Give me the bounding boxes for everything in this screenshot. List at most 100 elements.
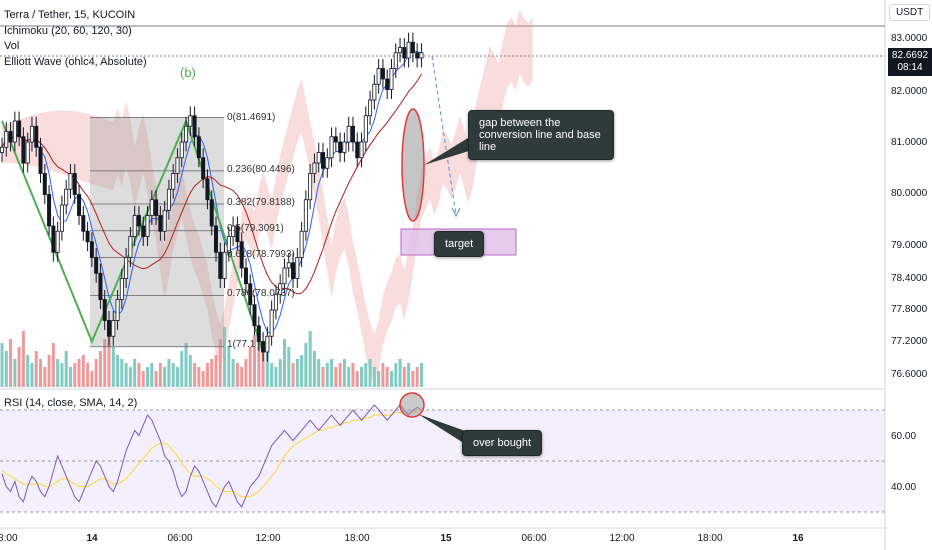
candle: [406, 32, 411, 68]
volume-bar: [47, 355, 51, 387]
candle-body: [188, 115, 193, 127]
volume-bar: [253, 335, 257, 387]
volume-bar: [60, 363, 64, 387]
candle: [29, 116, 34, 152]
candle-body: [136, 215, 141, 227]
candle-body: [385, 78, 390, 90]
volume-bar: [193, 363, 197, 387]
volume-bar: [240, 367, 244, 387]
candle: [128, 227, 133, 267]
candle: [325, 148, 330, 178]
candle-body: [38, 146, 43, 174]
price-tick: 83.0000: [891, 33, 928, 44]
candle: [64, 179, 69, 215]
fib-labels: 0(81.4691) 0.236(80.4496) 0.382(79.8188)…: [227, 112, 295, 350]
candle: [299, 221, 304, 267]
volume-bar: [244, 359, 248, 387]
candle: [184, 116, 189, 152]
time-axis[interactable]: 18:00 14 06:00 12:00 18:00 15 06:00 12:0…: [0, 533, 804, 544]
volume-bar: [68, 367, 72, 387]
candle: [419, 43, 424, 68]
volume-bar: [197, 367, 201, 387]
candle: [89, 232, 94, 267]
candle: [398, 38, 403, 63]
elliott-legend[interactable]: Elliott Wave (ohlc4, Absolute): [4, 56, 147, 68]
symbol-title[interactable]: Terra / Tether, 15, KUCOIN: [4, 9, 136, 21]
overbought-ellipse[interactable]: [399, 392, 425, 418]
ichimoku-legend[interactable]: Ichimoku (20, 60, 120, 30): [4, 25, 132, 37]
volume-bar: [407, 363, 411, 387]
ichimoku-cloud: [2, 9, 533, 385]
candle: [308, 164, 313, 210]
candle-body: [102, 299, 107, 321]
volume-legend[interactable]: Vol: [4, 40, 20, 52]
candle-body: [291, 262, 296, 279]
volume-bar: [278, 359, 282, 387]
gap-callout-pointer: [424, 138, 472, 165]
candle-body: [158, 215, 163, 232]
projection-arrow: [431, 55, 457, 216]
overbought-callout[interactable]: over bought: [462, 430, 543, 456]
candle: [218, 242, 223, 288]
candle: [21, 127, 26, 173]
volume-bar: [265, 351, 269, 387]
price-tick: 81.0000: [891, 137, 928, 148]
volume-bar: [26, 355, 30, 387]
time-tick: 12:00: [609, 533, 634, 544]
gap-ellipse[interactable]: [401, 108, 425, 222]
candle-body: [308, 173, 313, 201]
time-tick: 12:00: [255, 533, 280, 544]
candle-body: [141, 225, 146, 237]
volume-bar: [90, 371, 94, 387]
candle: [111, 311, 116, 346]
candle-body: [59, 204, 64, 232]
volume-bar: [398, 359, 402, 387]
gap-callout[interactable]: gap between the conversion line and base…: [468, 110, 614, 160]
volume-bar: [321, 367, 325, 387]
candle-body: [25, 141, 30, 164]
candle-body: [4, 131, 9, 148]
candle-body: [209, 199, 214, 227]
candle-body: [119, 278, 124, 300]
candle-body: [17, 120, 22, 138]
volume-bar: [103, 339, 107, 387]
candle: [188, 106, 193, 136]
candle: [278, 274, 283, 304]
candle: [179, 132, 184, 168]
candle-body: [222, 251, 227, 279]
volume-bar: [158, 363, 162, 387]
candle-body: [299, 230, 304, 258]
price-tick: 77.8000: [891, 304, 928, 315]
time-tick: 06:00: [167, 533, 192, 544]
candle-body: [303, 199, 308, 232]
price-axis[interactable]: 83.0000 82.0000 81.0000 80.0000 79.0000 …: [891, 33, 928, 493]
candle: [231, 216, 236, 246]
candle-body: [329, 136, 334, 159]
volume-bar: [4, 351, 8, 387]
candle: [389, 59, 394, 99]
currency-button[interactable]: USDT: [889, 4, 931, 21]
candle: [205, 169, 210, 210]
candle: [338, 132, 343, 162]
volume-bar: [419, 363, 423, 387]
candle: [141, 216, 146, 246]
candle: [68, 164, 73, 199]
target-callout[interactable]: target: [434, 231, 485, 257]
candle: [291, 253, 296, 288]
volume-bar: [188, 355, 192, 387]
candle-body: [372, 83, 377, 101]
candle-body: [55, 230, 60, 253]
candle: [102, 290, 107, 330]
candle-body: [359, 141, 364, 159]
candle-body: [115, 299, 120, 321]
candle: [235, 216, 240, 252]
candle-body: [286, 262, 291, 269]
candle: [261, 332, 266, 362]
candle: [209, 190, 214, 236]
rsi-legend[interactable]: RSI (14, close, SMA, 14, 2): [4, 397, 138, 409]
candle: [248, 274, 253, 315]
candle-body: [184, 125, 189, 143]
candle: [363, 106, 368, 152]
candle: [59, 195, 64, 241]
